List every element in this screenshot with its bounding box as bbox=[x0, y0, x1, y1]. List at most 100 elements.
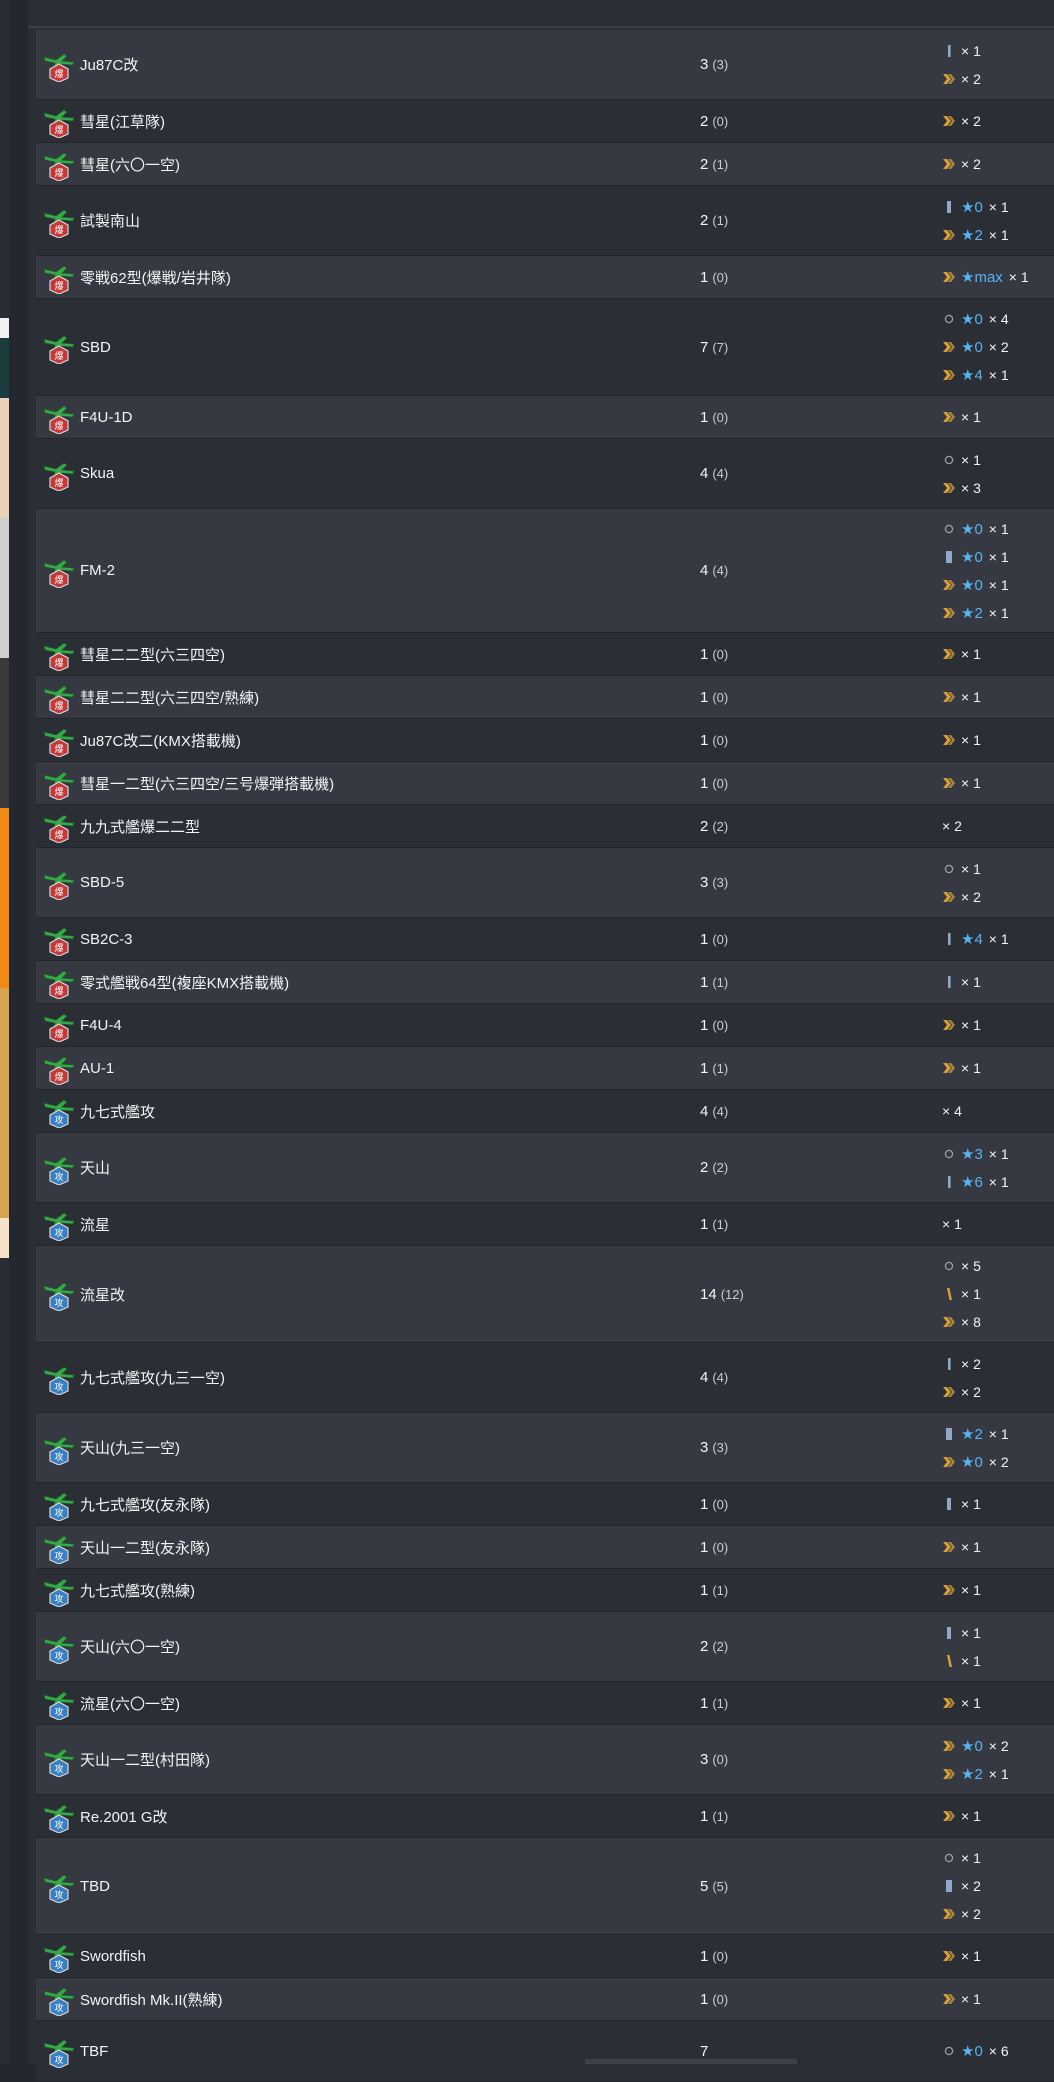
table-row[interactable]: 攻 天山一二型(村田隊) 3 (0) ★0 × 2 ★2 × 1 bbox=[36, 1725, 1054, 1795]
aircraft-name-cell: 爆 試製南山 bbox=[36, 186, 140, 255]
table-row[interactable]: 爆 彗星(江草隊) 2 (0) × 2 bbox=[36, 100, 1054, 143]
double-chevron-icon bbox=[942, 228, 956, 242]
count-sub-value: (0) bbox=[712, 113, 729, 129]
aircraft-name: 天山一二型(友永隊) bbox=[80, 1539, 210, 1557]
table-row[interactable]: 攻 天山一二型(友永隊) 1 (0) × 1 bbox=[36, 1526, 1054, 1569]
table-row[interactable]: 爆 零式艦戦64型(複座KMX搭載機) 1 (1) × 1 bbox=[36, 961, 1054, 1004]
proficiency-line: ★2 × 1 bbox=[942, 221, 1009, 249]
torpedo-bomber-icon: 攻 bbox=[42, 1361, 76, 1395]
proficiency-cell: ★max × 1 bbox=[942, 256, 1029, 298]
horizontal-scrollbar[interactable] bbox=[585, 2059, 797, 2064]
table-row[interactable]: 爆 FM-2 4 (4) ★0 × 1 ★0 × 1 ★0 × 1 ★2 × 1 bbox=[36, 509, 1054, 633]
table-row[interactable]: 攻 九七式艦攻(九三一空) 4 (4) × 2 × 2 bbox=[36, 1343, 1054, 1413]
double-chevron-icon bbox=[942, 890, 956, 904]
table-row[interactable]: 攻 Re.2001 G改 1 (1) × 1 bbox=[36, 1795, 1054, 1838]
count-value: 1 bbox=[700, 1495, 709, 1513]
proficiency-line: × 1 bbox=[942, 1210, 962, 1238]
table-row[interactable]: 攻 九七式艦攻(熟練) 1 (1) × 1 bbox=[36, 1569, 1054, 1612]
proficiency-cell: ★0 × 6 bbox=[942, 2021, 1009, 2081]
table-row[interactable]: 攻 天山 2 (2) ★3 × 1 ★6 × 1 bbox=[36, 1133, 1054, 1203]
table-row[interactable]: 攻 天山(九三一空) 3 (3) ★2 × 1 ★0 × 2 bbox=[36, 1413, 1054, 1483]
svg-text:爆: 爆 bbox=[54, 985, 63, 997]
proficiency-line: × 2 bbox=[942, 1378, 981, 1406]
improvement-star: ★3 bbox=[961, 1145, 983, 1163]
proficiency-cell: × 1 bbox=[942, 961, 981, 1003]
count-value: 2 bbox=[700, 112, 709, 130]
table-row[interactable]: 攻 TBD 5 (5) × 1 × 2 × 2 bbox=[36, 1838, 1054, 1935]
table-row[interactable]: 爆 AU-1 1 (1) × 1 bbox=[36, 1047, 1054, 1090]
table-row[interactable]: 爆 F4U-4 1 (0) × 1 bbox=[36, 1004, 1054, 1047]
aircraft-count: 1 (0) bbox=[700, 676, 728, 718]
count-value: 1 bbox=[700, 268, 709, 286]
table-row[interactable]: 攻 天山(六〇一空) 2 (2) × 1 × 1 bbox=[36, 1612, 1054, 1682]
proficiency-quantity: × 1 bbox=[961, 1652, 981, 1669]
svg-text:攻: 攻 bbox=[54, 1114, 63, 1126]
proficiency-line: × 1 bbox=[942, 683, 981, 711]
count-sub-value: (4) bbox=[712, 563, 729, 578]
table-row[interactable]: 攻 Swordfish Mk.II(熟練) 1 (0) × 1 bbox=[36, 1978, 1054, 2021]
dive-bomber-icon: 爆 bbox=[42, 554, 76, 588]
improvement-star: ★2 bbox=[961, 1765, 983, 1783]
proficiency-quantity: × 2 bbox=[961, 113, 981, 129]
table-row[interactable]: 爆 彗星二二型(六三四空) 1 (0) × 1 bbox=[36, 633, 1054, 676]
proficiency-cell: × 1 bbox=[942, 676, 981, 718]
table-row[interactable]: 爆 試製南山 2 (1) ★0 × 1 ★2 × 1 bbox=[36, 186, 1054, 256]
aircraft-count: 14 (12) bbox=[700, 1246, 744, 1342]
table-row[interactable]: 攻 流星(六〇一空) 1 (1) × 1 bbox=[36, 1682, 1054, 1725]
table-row[interactable]: 爆 彗星二二型(六三四空/熟練) 1 (0) × 1 bbox=[36, 676, 1054, 719]
svg-text:攻: 攻 bbox=[54, 1959, 63, 1971]
table-row[interactable]: 爆 Ju87C改 3 (3) × 1 × 2 bbox=[36, 30, 1054, 100]
proficiency-line: × 1 bbox=[942, 1011, 981, 1039]
torpedo-bomber-icon: 攻 bbox=[42, 1277, 76, 1311]
table-row[interactable]: 攻 九七式艦攻 4 (4) × 4 bbox=[36, 1090, 1054, 1133]
svg-text:攻: 攻 bbox=[54, 1451, 63, 1463]
proficiency-cell: ★4 × 1 bbox=[942, 918, 1009, 960]
table-row[interactable]: 爆 九九式艦爆二二型 2 (2) × 2 bbox=[36, 805, 1054, 848]
table-row[interactable]: 攻 TBF 7 ★0 × 6 bbox=[36, 2021, 1054, 2082]
table-row[interactable]: 爆 SBD 7 (7) ★0 × 4 ★0 × 2 ★4 × 1 bbox=[36, 299, 1054, 396]
count-sub-value: (5) bbox=[712, 1878, 729, 1894]
aircraft-name: SB2C-3 bbox=[80, 930, 133, 948]
proficiency-quantity: × 8 bbox=[961, 1314, 981, 1330]
torpedo-bomber-icon: 攻 bbox=[42, 1630, 76, 1664]
torpedo-bomber-icon: 攻 bbox=[42, 1431, 76, 1465]
table-row[interactable]: 爆 SBD-5 3 (3) × 1 × 2 bbox=[36, 848, 1054, 918]
proficiency-line: ★0 × 1 bbox=[942, 515, 1009, 543]
left-edge-strip bbox=[0, 0, 9, 2064]
proficiency-quantity: × 3 bbox=[961, 479, 981, 496]
table-row[interactable]: 爆 SB2C-3 1 (0) ★4 × 1 bbox=[36, 918, 1054, 961]
table-row[interactable]: 攻 Swordfish 1 (0) × 1 bbox=[36, 1935, 1054, 1978]
aircraft-name: 彗星(六〇一空) bbox=[80, 156, 180, 174]
proficiency-cell: ★0 × 4 ★0 × 2 ★4 × 1 bbox=[942, 299, 1009, 395]
table-row[interactable]: 爆 零戦62型(爆戦/岩井隊) 1 (0) ★max × 1 bbox=[36, 256, 1054, 299]
aircraft-name: Re.2001 G改 bbox=[80, 1808, 168, 1826]
table-row[interactable]: 爆 Ju87C改二(KMX搭載機) 1 (0) × 1 bbox=[36, 719, 1054, 762]
aircraft-count: 1 (1) bbox=[700, 1569, 728, 1611]
aircraft-count: 1 (1) bbox=[700, 961, 728, 1003]
count-sub-value: (2) bbox=[712, 1160, 729, 1175]
table-row[interactable]: 攻 九七式艦攻(友永隊) 1 (0) × 1 bbox=[36, 1483, 1054, 1526]
table-row[interactable]: 爆 彗星一二型(六三四空/三号爆弾搭載機) 1 (0) × 1 bbox=[36, 762, 1054, 805]
proficiency-quantity: × 2 bbox=[988, 1737, 1009, 1754]
proficiency-quantity: × 1 bbox=[961, 1948, 981, 1964]
proficiency-cell: ★0 × 1 ★0 × 1 ★0 × 1 ★2 × 1 bbox=[942, 509, 1009, 632]
svg-text:攻: 攻 bbox=[54, 1171, 63, 1183]
count-sub-value: (1) bbox=[712, 1695, 729, 1711]
double-chevron-icon bbox=[942, 1385, 956, 1399]
aircraft-name-cell: 爆 零式艦戦64型(複座KMX搭載機) bbox=[36, 961, 289, 1003]
proficiency-line: × 3 bbox=[942, 474, 981, 502]
table-row[interactable]: 爆 Skua 4 (4) × 1 × 3 bbox=[36, 439, 1054, 509]
count-value: 3 bbox=[700, 874, 709, 891]
double-chevron-icon bbox=[942, 481, 956, 495]
proficiency-cell: × 4 bbox=[942, 1090, 962, 1132]
proficiency-cell: × 1 × 2 × 2 bbox=[942, 1838, 981, 1934]
count-sub-value: (4) bbox=[712, 1370, 729, 1385]
table-row[interactable]: 攻 流星 1 (1) × 1 bbox=[36, 1203, 1054, 1246]
double-chevron-icon bbox=[942, 690, 956, 704]
proficiency-line: ★0 × 6 bbox=[942, 2037, 1009, 2065]
count-value: 1 bbox=[700, 930, 709, 948]
table-row[interactable]: 爆 彗星(六〇一空) 2 (1) × 2 bbox=[36, 143, 1054, 186]
table-row[interactable]: 爆 F4U-1D 1 (0) × 1 bbox=[36, 396, 1054, 439]
improvement-star: ★2 bbox=[961, 1425, 983, 1443]
table-row[interactable]: 攻 流星改 14 (12) × 5 × 1 × 8 bbox=[36, 1246, 1054, 1343]
